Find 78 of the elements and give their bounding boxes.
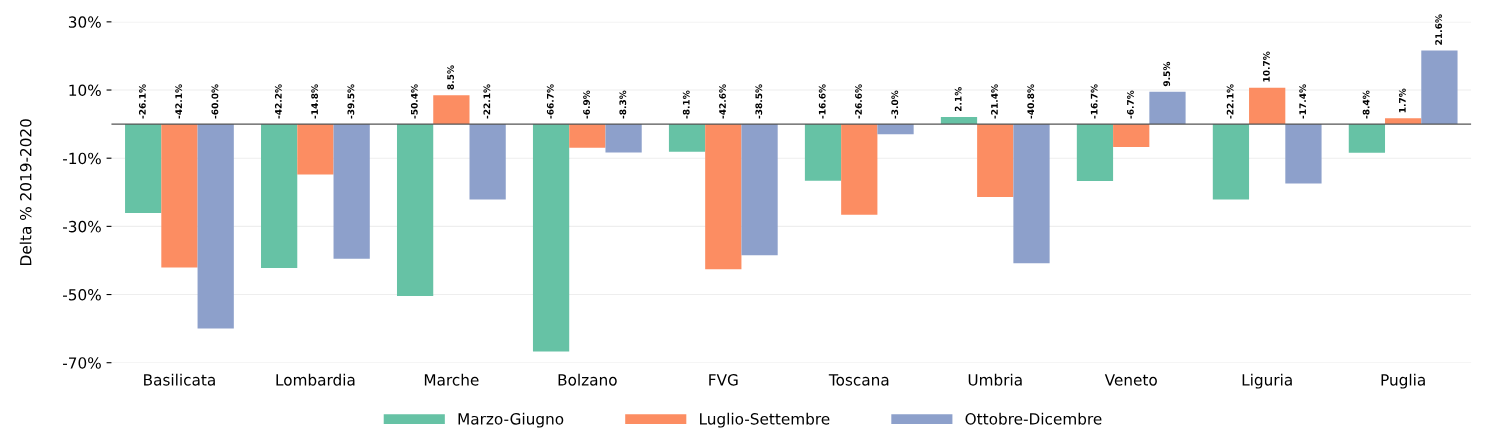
bar xyxy=(197,124,234,329)
data-label: -42.1% xyxy=(175,84,183,119)
x-tick-label: FVG xyxy=(709,374,738,386)
data-label: -60.0% xyxy=(211,84,219,119)
data-label: -8.3% xyxy=(619,90,627,119)
data-label: 10.7% xyxy=(1262,51,1270,82)
y-tick-label: -30% xyxy=(63,220,101,233)
data-label: -6.9% xyxy=(583,90,590,119)
data-label: -26.1% xyxy=(138,84,146,119)
x-tick-label: Basilicata xyxy=(144,373,215,386)
data-label: 1.7% xyxy=(1398,88,1406,113)
data-label: -38.5% xyxy=(755,84,763,119)
data-label: -66.7% xyxy=(546,84,554,119)
data-label: -40.8% xyxy=(1027,84,1035,119)
data-label: -39.5% xyxy=(347,84,355,119)
x-tick-label: Marche xyxy=(424,373,479,386)
x-tick-label: Lombardia xyxy=(276,373,355,386)
bar xyxy=(297,124,334,175)
bar xyxy=(1113,124,1150,147)
bar xyxy=(161,124,198,268)
bar xyxy=(1013,124,1050,264)
bar xyxy=(841,124,878,215)
bar xyxy=(261,124,298,268)
x-tick-label: Veneto xyxy=(1104,374,1157,386)
bar xyxy=(1285,124,1322,184)
data-label: 2.1% xyxy=(954,87,962,112)
data-label: -17.4% xyxy=(1299,84,1307,119)
y-tick-label: -10% xyxy=(63,152,101,165)
bar xyxy=(125,124,162,214)
data-label: -8.1% xyxy=(682,90,690,119)
y-tick-label: 30% xyxy=(68,16,101,28)
data-label: -26.6% xyxy=(855,84,862,119)
bar xyxy=(1076,124,1114,182)
bar xyxy=(396,124,434,296)
bar xyxy=(705,124,742,270)
bar xyxy=(433,95,470,125)
data-label: -21.4% xyxy=(991,84,998,119)
legend-label: Ottobre-Dicembre xyxy=(965,412,1102,425)
bar xyxy=(1212,124,1250,200)
bar xyxy=(1348,124,1386,153)
data-label: -22.1% xyxy=(1226,84,1234,119)
data-label: -50.4% xyxy=(410,84,418,119)
data-label: 8.5% xyxy=(447,65,454,90)
bar xyxy=(569,124,606,148)
data-label: -16.6% xyxy=(818,84,826,119)
y-axis-title: Delta % 2019-2020 xyxy=(19,119,32,265)
data-label: -22.1% xyxy=(483,84,491,119)
data-label: 21.6% xyxy=(1435,14,1443,45)
x-tick-label: Umbria xyxy=(968,373,1022,386)
y-tick-label: -50% xyxy=(63,289,101,301)
x-tick-label: Toscana xyxy=(828,374,889,386)
bar xyxy=(469,124,506,200)
bar xyxy=(877,124,914,135)
bar xyxy=(333,124,370,259)
bar xyxy=(1421,50,1458,125)
data-label: -8.4% xyxy=(1362,90,1370,119)
bar xyxy=(977,124,1014,198)
bar xyxy=(741,124,778,256)
bar xyxy=(605,124,642,153)
bar xyxy=(1149,91,1186,125)
data-label: -42.6% xyxy=(719,84,726,119)
x-tick-label: Bolzano xyxy=(558,373,617,386)
legend-label: Luglio-Settembre xyxy=(700,412,830,428)
x-tick-label: Puglia xyxy=(1381,373,1425,389)
legend-label: Marzo-Giugno xyxy=(458,412,564,428)
data-label: -3.0% xyxy=(891,90,899,119)
x-tick-label: Liguria xyxy=(1242,373,1292,389)
bar xyxy=(1249,87,1286,125)
data-label: -14.8% xyxy=(311,84,319,119)
bar xyxy=(668,124,706,152)
bar xyxy=(804,124,842,181)
data-label: -16.7% xyxy=(1090,84,1098,119)
y-tick-label: 10% xyxy=(69,84,101,97)
y-tick-label: -70% xyxy=(63,357,101,369)
data-label: -6.7% xyxy=(1127,90,1134,119)
bar xyxy=(532,124,570,352)
data-label: 9.5% xyxy=(1163,61,1171,87)
data-label: -42.2% xyxy=(274,84,282,119)
